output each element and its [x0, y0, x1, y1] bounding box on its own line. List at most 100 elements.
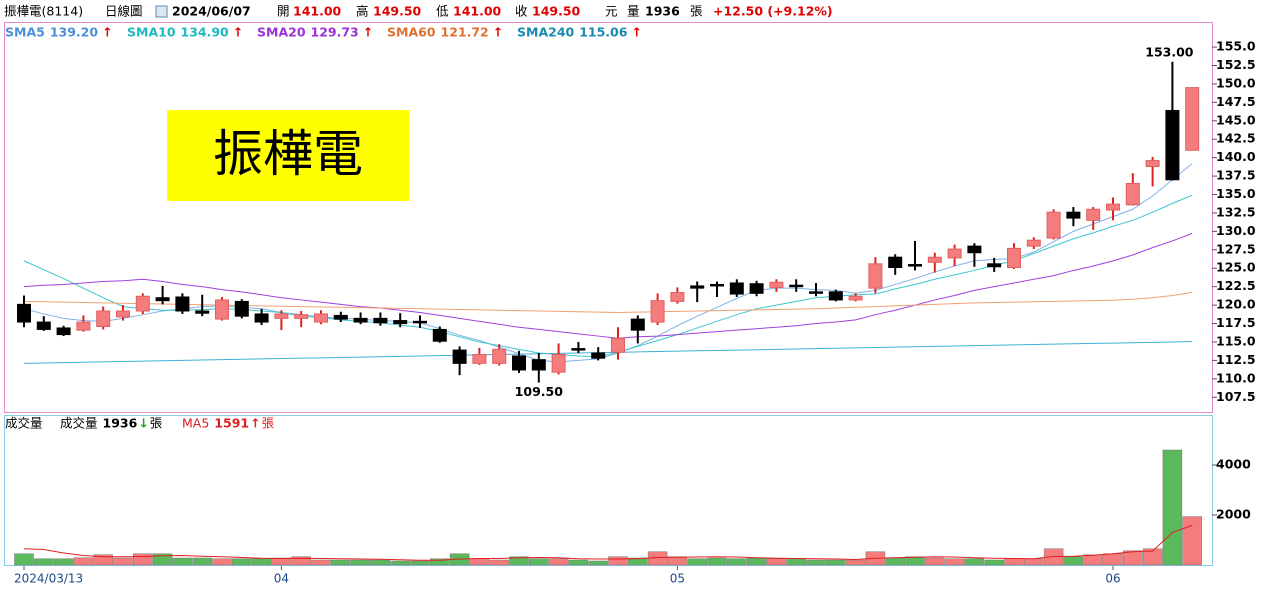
- legend-unit: 張: [262, 416, 275, 431]
- candle-body: [274, 313, 289, 319]
- volume-bar: [944, 558, 965, 566]
- price-panel: [4, 22, 1213, 413]
- high-label: 153.00: [1145, 44, 1194, 59]
- candle-body: [393, 320, 408, 325]
- legend-arrow: ↑: [363, 25, 373, 40]
- y-tick-label: 140.0: [1216, 149, 1256, 164]
- volume-bar: [826, 559, 846, 566]
- legend-name: SMA60: [387, 25, 436, 40]
- candle-body: [1046, 211, 1061, 239]
- y-tick-label: 145.0: [1216, 112, 1256, 127]
- legend-arrow: ↓: [138, 416, 148, 431]
- banner-text: 振樺電: [213, 125, 363, 183]
- ma-line: [23, 524, 1193, 561]
- high-value: 149.50: [373, 4, 422, 19]
- legend-arrow: ↑: [631, 25, 641, 40]
- legend-name: SMA5: [5, 25, 45, 40]
- volume-bar: [1024, 558, 1044, 566]
- ma-line: [23, 232, 1193, 339]
- y-tick-label: 4000: [1216, 457, 1251, 472]
- candle-body: [927, 256, 942, 263]
- volume-bar: [133, 553, 153, 566]
- volume-bar: [727, 558, 747, 566]
- volume-bar: [548, 558, 569, 566]
- volume-bar: [331, 559, 351, 566]
- y-tick-label: 152.5: [1216, 57, 1256, 72]
- y-tick-label: 142.5: [1216, 131, 1256, 146]
- volume-panel: [4, 415, 1213, 566]
- candle-body: [512, 355, 526, 371]
- candle-body: [1007, 247, 1021, 269]
- volume-bar: [568, 559, 589, 566]
- x-tick-label: 05: [670, 572, 685, 586]
- candle-body: [56, 327, 71, 336]
- volume-bar: [766, 558, 787, 566]
- volume-bar: [311, 559, 331, 566]
- volume-bar: [172, 557, 193, 566]
- legend-arrow: ↑: [233, 25, 243, 40]
- volume-bar: [529, 558, 549, 566]
- legend-value: 121.72: [441, 25, 489, 40]
- open-label: 開: [277, 4, 290, 19]
- volume-bar: [1083, 554, 1103, 566]
- y-tick-label: 132.5: [1216, 204, 1256, 219]
- legend-value: 1936: [103, 416, 138, 431]
- volume-bar: [1063, 556, 1084, 566]
- legend-arrow: ↑: [493, 25, 503, 40]
- date: 2024/06/07: [172, 4, 251, 19]
- candle-body: [1066, 211, 1081, 219]
- candle-body: [531, 359, 546, 371]
- volume-bar: [1004, 558, 1024, 566]
- candle-body: [333, 314, 348, 320]
- volume-bar: [113, 557, 133, 566]
- candle-body: [76, 321, 91, 331]
- candle-body: [155, 297, 170, 302]
- candle-body: [1145, 160, 1160, 167]
- volume-bar: [707, 557, 727, 566]
- candle-body: [17, 303, 31, 323]
- legend-name: 成交量: [60, 416, 98, 431]
- volume-bar: [53, 558, 74, 566]
- y-tick-label: 125.0: [1216, 260, 1256, 275]
- candle-body: [1026, 239, 1041, 247]
- y-tick-label: 150.0: [1216, 75, 1256, 90]
- candle-body: [373, 317, 388, 324]
- currency: 元: [605, 4, 618, 19]
- volume-bar: [746, 557, 767, 566]
- candle-body: [868, 263, 883, 289]
- candle-body: [591, 352, 606, 359]
- volume-value: 1936: [645, 4, 680, 19]
- volume-bar: [1123, 550, 1143, 566]
- candle-body: [36, 321, 51, 330]
- volume-bar: [885, 557, 905, 566]
- x-tick-label: 2024/03/13: [14, 572, 83, 586]
- y-tick-label: 115.0: [1216, 333, 1256, 348]
- candle-body: [353, 317, 368, 323]
- candle-body: [551, 353, 566, 373]
- volume-bar: [1142, 548, 1163, 566]
- volume-bar: [1103, 553, 1123, 566]
- legend-arrow: ↑: [250, 416, 260, 431]
- candle-body: [749, 283, 764, 294]
- candle-body: [670, 292, 685, 302]
- legend-value: 134.90: [181, 25, 230, 40]
- legend-unit: 張: [150, 416, 163, 431]
- volume-bar: [410, 560, 430, 566]
- candle-body: [650, 300, 665, 323]
- y-tick-label: 117.5: [1216, 315, 1256, 330]
- volume-bar: [350, 559, 371, 566]
- candle-body: [848, 295, 863, 301]
- candle-body: [1185, 87, 1200, 151]
- candle-body: [472, 353, 487, 364]
- candle-body: [967, 245, 982, 254]
- volume-bar: [925, 557, 945, 566]
- volume-bar: [212, 558, 232, 566]
- candle-body: [789, 284, 804, 288]
- low-label: 109.50: [515, 384, 564, 399]
- candle-body: [492, 348, 507, 364]
- candle-body: [432, 328, 447, 342]
- volume-bar: [430, 558, 450, 566]
- dropdown-icon[interactable]: [155, 5, 168, 18]
- candle-body: [135, 295, 150, 312]
